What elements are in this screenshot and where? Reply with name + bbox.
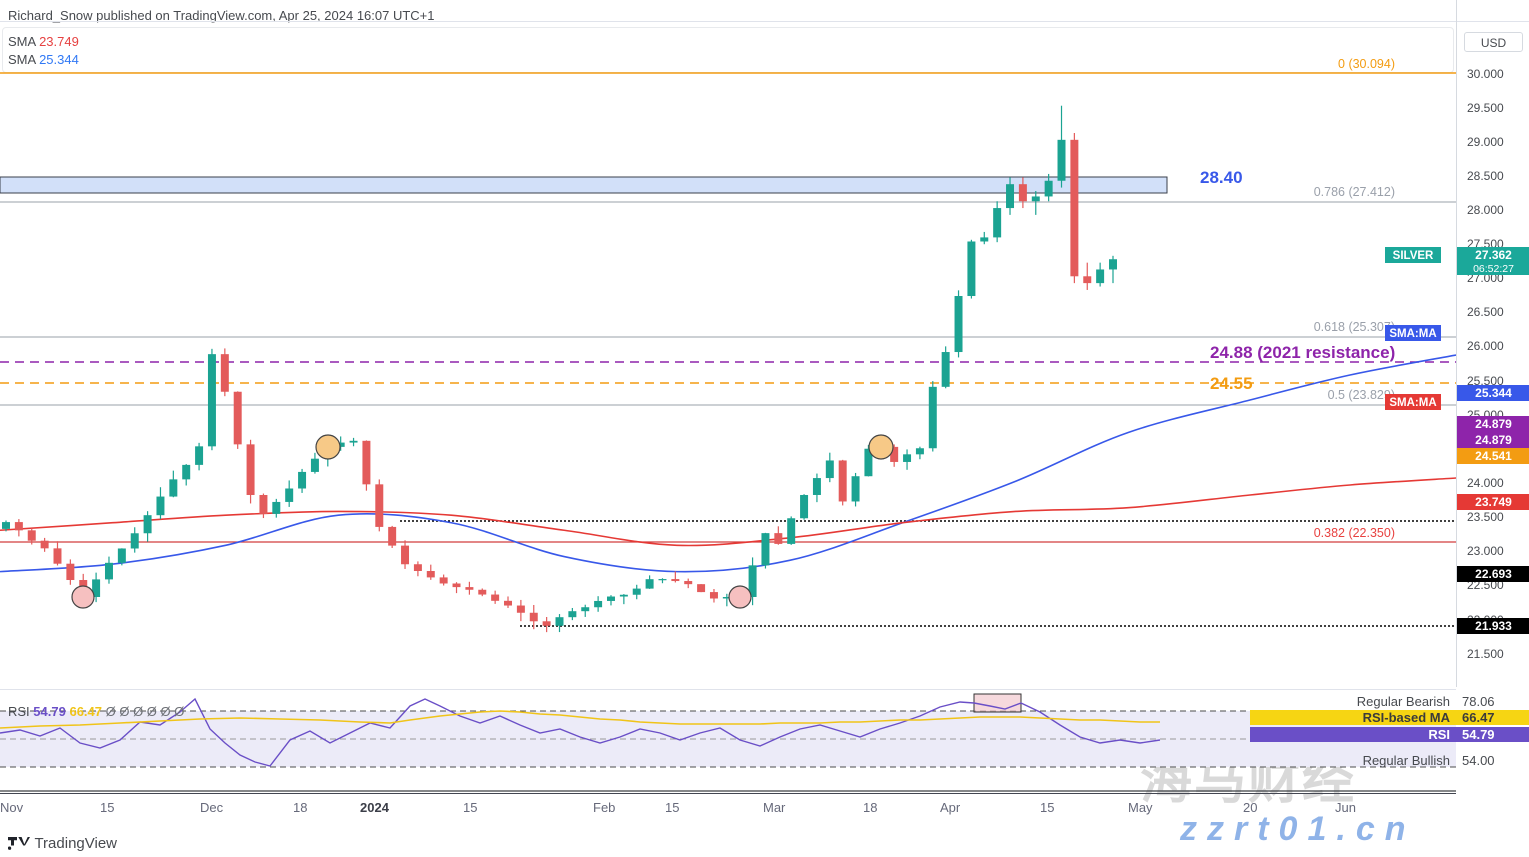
svg-text:0.382 (22.350): 0.382 (22.350) <box>1314 526 1395 540</box>
svg-text:SMA:MA: SMA:MA <box>1389 328 1436 340</box>
svg-text:0.5 (23.829): 0.5 (23.829) <box>1328 388 1395 402</box>
svg-text:28.40: 28.40 <box>1200 168 1243 187</box>
svg-text:0.618 (25.307): 0.618 (25.307) <box>1314 320 1395 334</box>
svg-text:0.786 (27.412): 0.786 (27.412) <box>1314 185 1395 199</box>
svg-text:0 (30.094): 0 (30.094) <box>1338 57 1395 71</box>
svg-text:SMA:MA: SMA:MA <box>1389 397 1436 409</box>
svg-text:24.55: 24.55 <box>1210 374 1253 393</box>
svg-text:SILVER: SILVER <box>1393 250 1434 262</box>
svg-text:24.88 (2021 resistance): 24.88 (2021 resistance) <box>1210 343 1395 362</box>
